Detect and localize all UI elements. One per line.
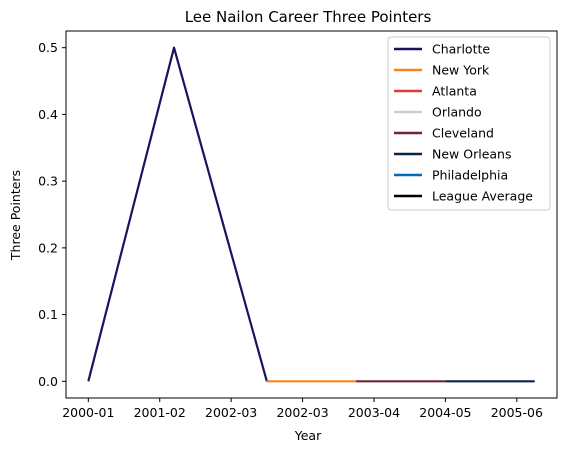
legend-label-4: Cleveland	[432, 126, 494, 141]
legend-label-1: New York	[432, 63, 490, 78]
axes-frame	[65, 30, 558, 399]
x-axis-label: Year	[294, 428, 322, 443]
y-tick-label-1: 0.1	[38, 307, 58, 322]
legend-label-5: New Orleans	[432, 147, 511, 162]
legend: Charlotte New York Atlanta Orlando Cleveland…	[387, 36, 551, 211]
x-tick-label-0: 2000-01	[62, 405, 114, 420]
legend-label-2: Atlanta	[432, 84, 477, 99]
y-tick-label-3: 0.3	[38, 174, 58, 189]
x-tick-label-5: 2004-05	[419, 405, 471, 420]
legend-box	[387, 36, 551, 211]
y-tick-label-4: 0.4	[38, 107, 58, 122]
legend-label-6: Philadelphia	[432, 168, 508, 183]
x-tick-label-1: 2001-02	[134, 405, 186, 420]
x-tick-label-6: 2005-06	[491, 405, 543, 420]
legend-label-3: Orlando	[432, 105, 482, 120]
x-tick-label-2: 2002-03	[205, 405, 257, 420]
y-axis-label: Three Pointers	[8, 170, 23, 261]
y-tick-label-5: 0.5	[38, 40, 58, 55]
y-tick-label-2: 0.2	[38, 240, 58, 255]
x-tick-label-4: 2003-04	[348, 405, 400, 420]
chart-title: Lee Nailon Career Three Pointers	[185, 8, 432, 26]
y-tick-label-0: 0.0	[38, 374, 58, 389]
x-tick-label-3: 2002-03	[276, 405, 328, 420]
series-line-0	[87, 46, 268, 382]
plot-area: 2000-01 2001-02 2002-03 2002-03 2003-04 2004-…	[38, 30, 558, 420]
legend-label-0: Charlotte	[432, 42, 490, 57]
legend-label-7: League Average	[432, 189, 533, 204]
